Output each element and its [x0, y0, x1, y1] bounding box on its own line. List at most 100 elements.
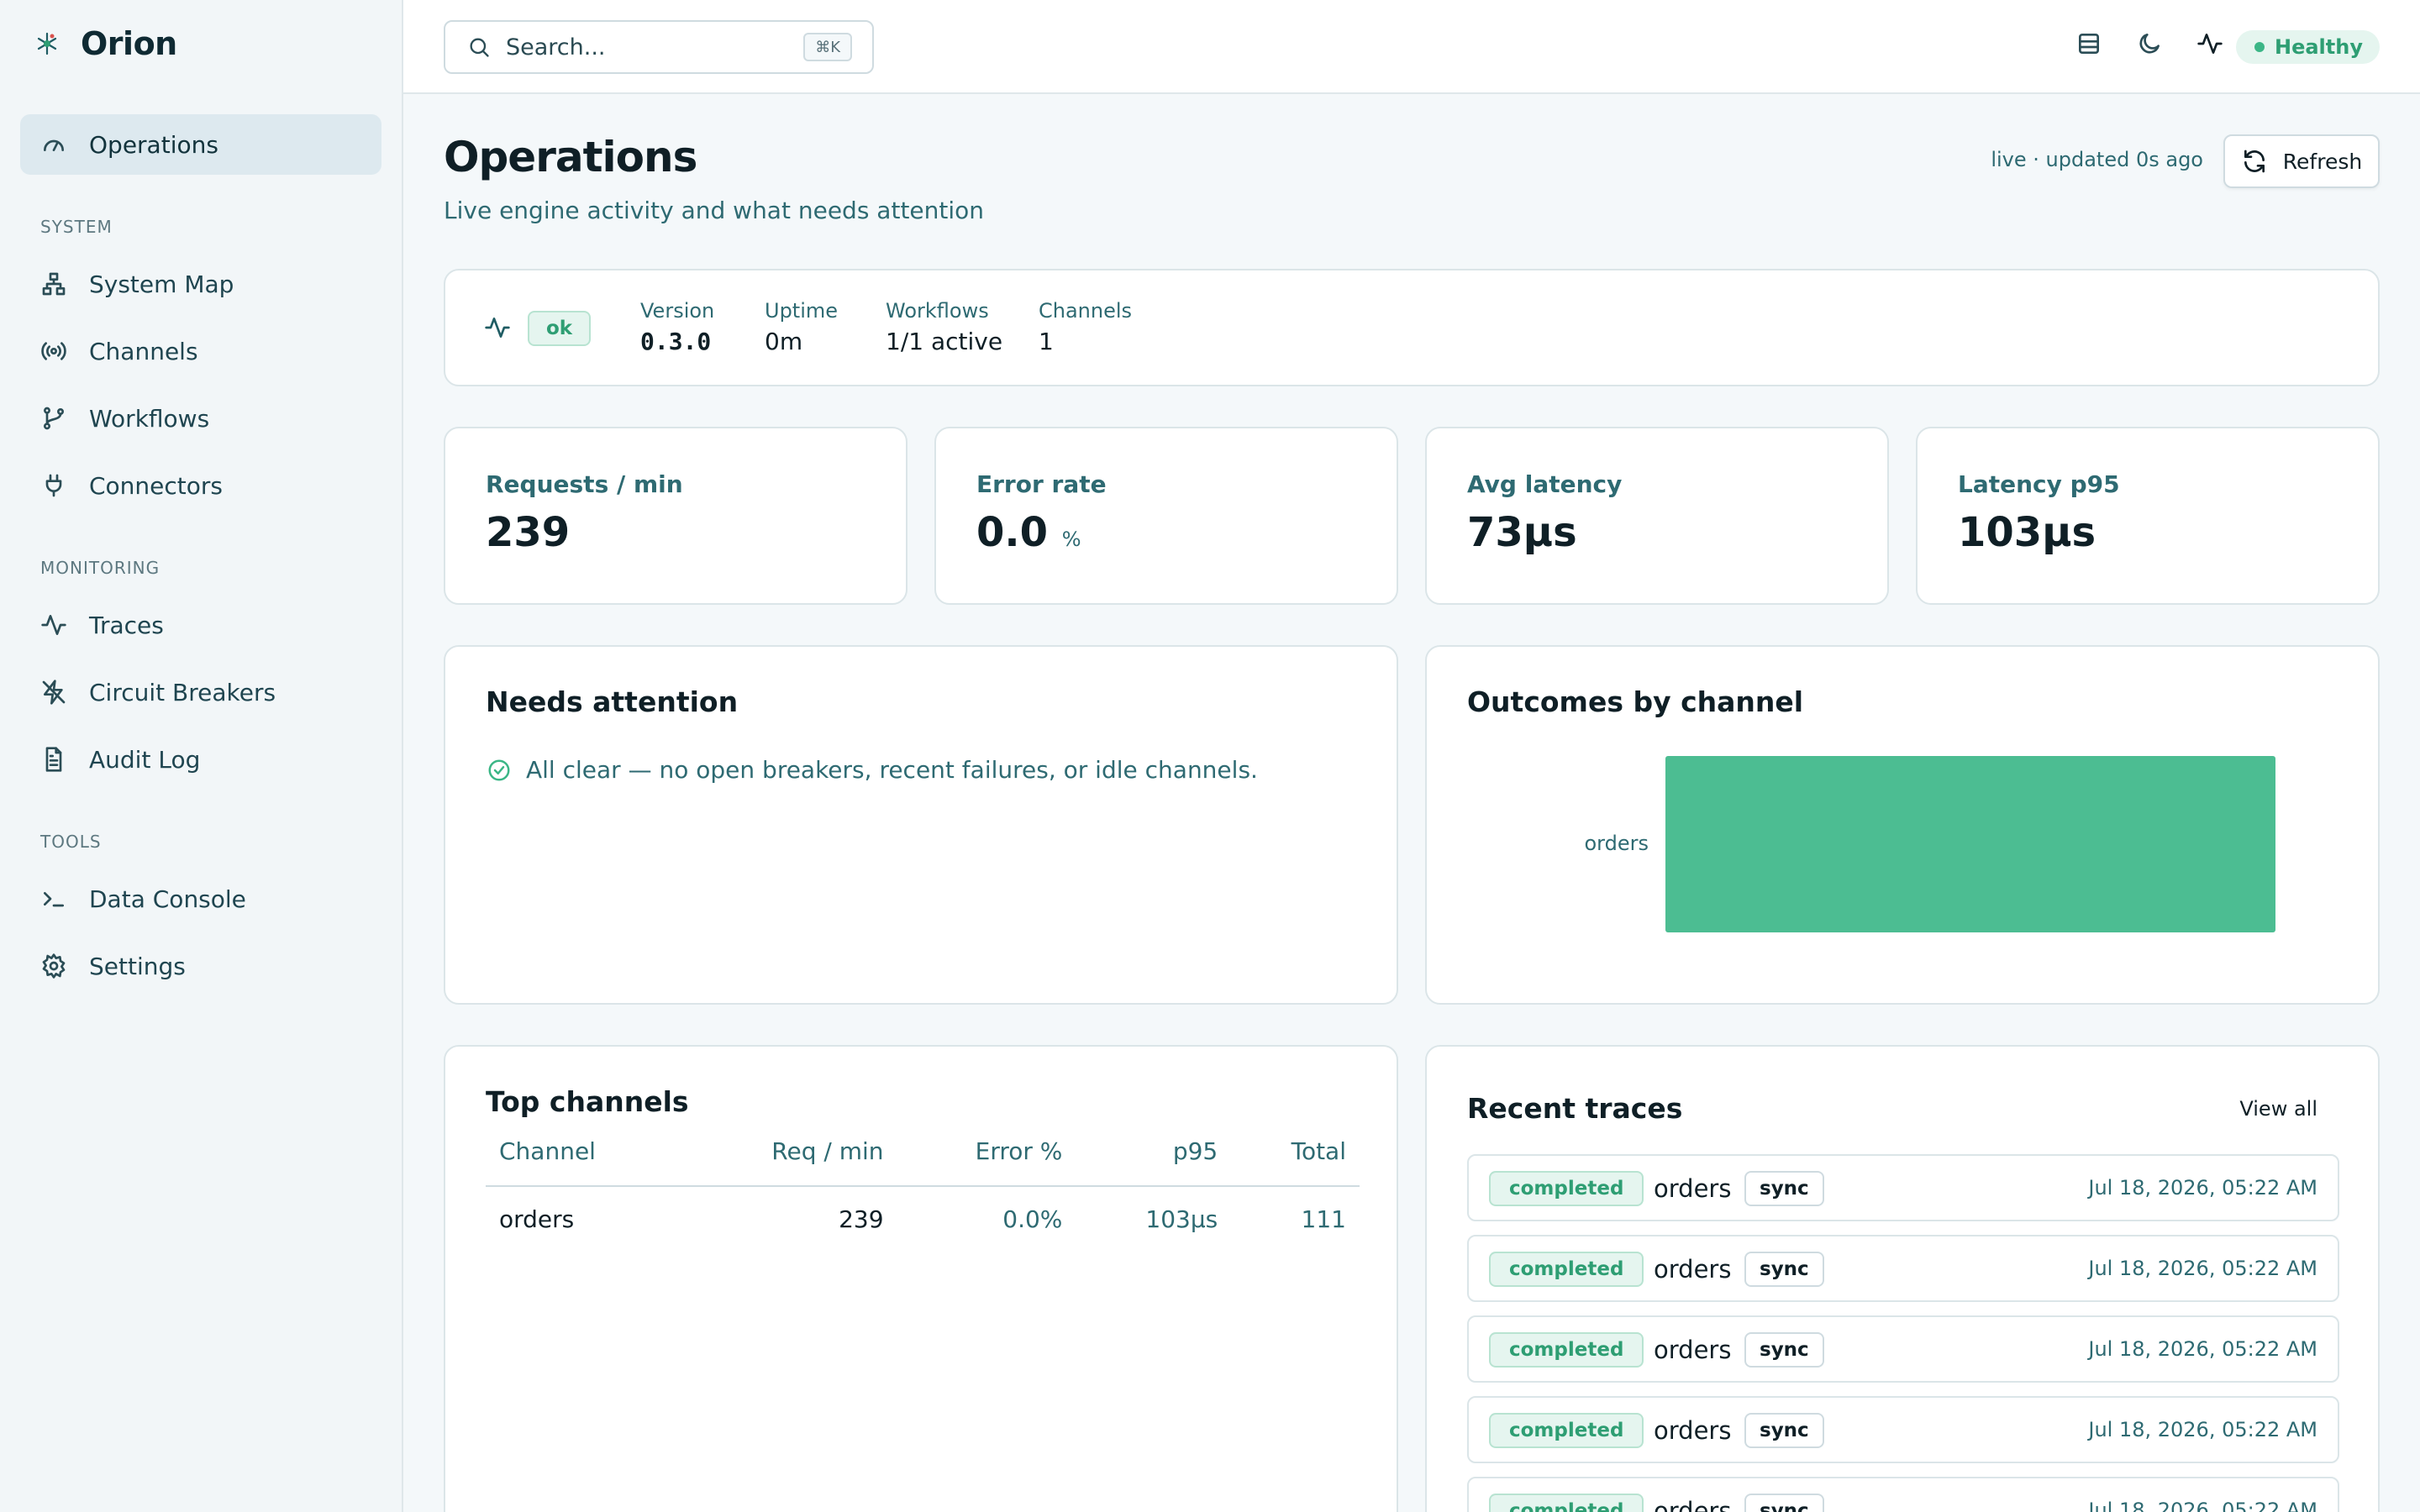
stat-value: 1/1 active [886, 328, 1003, 355]
page-title: Operations [444, 133, 697, 181]
recent-traces-card: Recent traces View all completed orders … [1425, 1045, 2380, 1512]
error-pct-cell: 0.0% [1002, 1205, 1063, 1233]
sidebar-item-settings[interactable]: Settings [40, 945, 186, 987]
health-status-badge: Healthy [2236, 30, 2380, 64]
top-channels-table: Channel Req / min Error % p95 Total orde… [486, 1137, 1360, 1252]
git-branch-icon [40, 405, 67, 432]
search-input[interactable] [506, 34, 792, 60]
sidebar-item-channels[interactable]: Channels [40, 330, 198, 372]
top-channels-card: Top channels Channel Req / min Error % p… [444, 1045, 1398, 1512]
sidebar-item-data-console[interactable]: Data Console [40, 878, 246, 920]
column-header[interactable]: p95 [1076, 1137, 1232, 1187]
trace-mode-tag: sync [1744, 1413, 1824, 1448]
sidebar-item-circuit-breakers[interactable]: Circuit Breakers [40, 671, 276, 713]
activity-icon [40, 612, 67, 638]
table-header-row: Channel Req / min Error % p95 Total [486, 1137, 1360, 1187]
sidebar-item-label: Operations [89, 130, 218, 159]
trace-mode-tag: sync [1744, 1252, 1824, 1287]
trace-row[interactable]: completed orders sync Jul 18, 2026, 05:2… [1467, 1154, 2339, 1221]
sidebar-item-label: Workflows [89, 404, 210, 433]
sidebar: Orion Operations SYSTEM System Map Chann… [0, 0, 403, 1512]
card-title: Needs attention [486, 685, 739, 718]
section-label-tools: TOOLS [40, 832, 102, 852]
search-box[interactable]: ⌘K [444, 20, 874, 74]
metric-label: Latency p95 [1958, 470, 2120, 498]
trace-channel: orders [1654, 1497, 1732, 1512]
card-title: Outcomes by channel [1467, 685, 1804, 718]
sitemap-icon [40, 270, 67, 297]
trace-mode-tag: sync [1744, 1332, 1824, 1368]
metric-number: 239 [486, 509, 571, 556]
refresh-button[interactable]: Refresh [2223, 134, 2380, 188]
metric-card-avg-latency: Avg latency 73µs [1425, 427, 1889, 605]
refresh-label: Refresh [2282, 149, 2363, 174]
brand[interactable]: Orion [34, 25, 177, 62]
moon-icon[interactable] [2136, 30, 2163, 57]
column-header[interactable]: Channel [486, 1137, 680, 1187]
trace-channel: orders [1654, 1416, 1732, 1445]
table-row[interactable]: orders 239 0.0% 103µs 111 [486, 1186, 1360, 1252]
needs-attention-card: Needs attention All clear — no open brea… [444, 645, 1398, 1005]
sidebar-item-label: Channels [89, 337, 198, 365]
metric-card-requests: Requests / min 239 [444, 427, 908, 605]
sidebar-item-traces[interactable]: Traces [40, 604, 164, 646]
column-header[interactable]: Error % [897, 1137, 1076, 1187]
trace-channel: orders [1654, 1174, 1732, 1203]
trace-status-badge: completed [1489, 1252, 1644, 1287]
broadcast-icon [40, 338, 67, 365]
plug-icon [40, 472, 67, 499]
metric-label: Requests / min [486, 470, 683, 498]
trace-status-badge: completed [1489, 1171, 1644, 1206]
layout-icon[interactable] [2075, 30, 2102, 57]
activity-icon[interactable] [2196, 30, 2223, 57]
column-header[interactable]: Req / min [679, 1137, 897, 1187]
trace-row[interactable]: completed orders sync Jul 18, 2026, 05:2… [1467, 1235, 2339, 1302]
trace-status-badge: completed [1489, 1413, 1644, 1448]
sidebar-item-audit-log[interactable]: Audit Log [40, 738, 200, 780]
sidebar-item-connectors[interactable]: Connectors [40, 465, 223, 507]
zap-off-icon [40, 679, 67, 706]
all-clear-message: All clear — no open breakers, recent fai… [486, 756, 1258, 784]
trace-row[interactable]: completed orders sync Jul 18, 2026, 05:2… [1467, 1396, 2339, 1463]
outcomes-chart-card: Outcomes by channel orders [1425, 645, 2380, 1005]
sidebar-item-label: Circuit Breakers [89, 678, 276, 706]
card-title: Top channels [486, 1085, 689, 1118]
sidebar-item-label: Audit Log [89, 745, 201, 774]
metric-value: 239 [486, 509, 570, 556]
live-status-text: live · updated 0s ago [1991, 148, 2203, 171]
activity-icon [484, 314, 511, 341]
trace-timestamp: Jul 18, 2026, 05:22 AM [2088, 1337, 2317, 1361]
trace-row[interactable]: completed orders sync Jul 18, 2026, 05:2… [1467, 1315, 2339, 1383]
metric-label: Avg latency [1467, 470, 1623, 498]
sidebar-item-workflows[interactable]: Workflows [40, 397, 209, 439]
orion-logo-icon [34, 30, 60, 57]
gauge-icon [40, 131, 67, 158]
trace-mode-tag: sync [1744, 1494, 1824, 1512]
health-status-text: Healthy [2275, 35, 2363, 59]
stat-label: Version [640, 299, 715, 323]
all-clear-text: All clear — no open breakers, recent fai… [526, 756, 1258, 784]
trace-timestamp: Jul 18, 2026, 05:22 AM [2088, 1418, 2317, 1441]
stat-value: 0m [765, 328, 803, 355]
sidebar-item-label: Data Console [89, 885, 246, 913]
sidebar-item-operations[interactable]: Operations [20, 114, 381, 175]
engine-status-card: ok Version 0.3.0 Uptime 0m Workflows 1/1… [444, 269, 2380, 386]
column-header[interactable]: Total [1231, 1137, 1360, 1187]
trace-row[interactable]: completed orders sync Jul 18, 2026, 05:2… [1467, 1477, 2339, 1512]
stat-workflows: Workflows 1/1 active [886, 299, 1002, 355]
search-icon [466, 34, 492, 60]
engine-status-badge: ok [528, 311, 592, 346]
metric-number: 0.0 [976, 509, 1049, 556]
outcome-bar-orders [1665, 756, 2275, 932]
sidebar-item-label: Traces [89, 611, 164, 639]
sidebar-item-label: System Map [89, 270, 234, 298]
stat-channels: Channels 1 [1039, 299, 1132, 355]
trace-timestamp: Jul 18, 2026, 05:22 AM [2088, 1176, 2317, 1200]
metric-value: 73µs [1467, 509, 1577, 556]
stat-uptime: Uptime 0m [765, 299, 838, 355]
metric-card-latency-p95: Latency p95 103µs [1916, 427, 2380, 605]
sidebar-item-system-map[interactable]: System Map [40, 263, 234, 305]
view-all-traces-link[interactable]: View all [2239, 1097, 2317, 1121]
trace-timestamp: Jul 18, 2026, 05:22 AM [2088, 1499, 2317, 1512]
stat-value: 1 [1039, 328, 1054, 355]
